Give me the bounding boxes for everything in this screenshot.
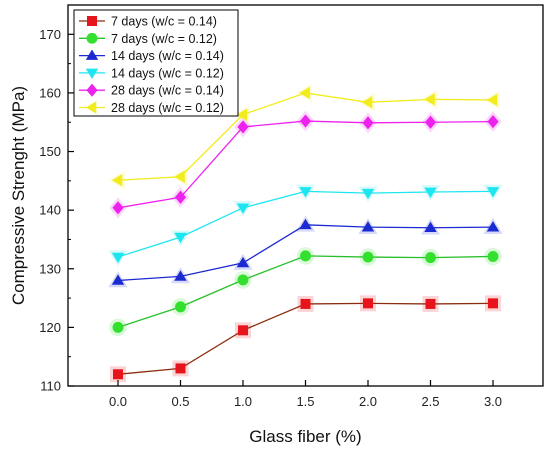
x-tick-label: 3.0 bbox=[484, 394, 502, 409]
legend-marker bbox=[86, 83, 98, 97]
data-point bbox=[487, 115, 499, 129]
data-point bbox=[237, 120, 249, 134]
legend-marker bbox=[87, 15, 98, 26]
legend-marker bbox=[85, 49, 99, 60]
y-tick-label: 130 bbox=[39, 261, 61, 276]
data-point bbox=[299, 187, 312, 198]
data-point bbox=[486, 187, 500, 198]
data-point bbox=[236, 203, 250, 214]
x-axis-title: Glass fiber (%) bbox=[249, 427, 361, 446]
x-tick-label: 1.5 bbox=[296, 394, 314, 409]
legend-label: 7 days (w/c = 0.12) bbox=[111, 32, 217, 46]
data-point bbox=[111, 252, 125, 264]
legend-label: 14 days (w/c = 0.12) bbox=[111, 66, 224, 80]
data-point bbox=[424, 115, 437, 129]
data-point bbox=[300, 250, 311, 262]
data-point bbox=[486, 93, 498, 107]
y-axis-title: Compressive Strenght (MPa) bbox=[9, 86, 28, 305]
data-point bbox=[174, 190, 187, 204]
y-tick-label: 160 bbox=[39, 85, 61, 100]
data-point bbox=[236, 108, 248, 121]
x-tick-label: 2.5 bbox=[421, 394, 439, 409]
data-point bbox=[362, 298, 373, 309]
y-tick-label: 170 bbox=[39, 27, 61, 42]
series-4 bbox=[108, 184, 503, 267]
y-tick-label: 110 bbox=[40, 379, 61, 394]
x-tick-label: 0.0 bbox=[109, 394, 127, 409]
data-point bbox=[236, 256, 250, 268]
data-point bbox=[174, 270, 187, 281]
data-point bbox=[487, 250, 499, 262]
series-2 bbox=[109, 247, 502, 337]
data-point bbox=[361, 188, 375, 200]
series-5 bbox=[109, 110, 502, 219]
legend-box bbox=[73, 9, 239, 117]
x-tick-label: 0.5 bbox=[171, 394, 189, 409]
data-point bbox=[174, 170, 185, 183]
data-point bbox=[425, 252, 436, 264]
data-point bbox=[113, 369, 124, 380]
legend-label: 7 days (w/c = 0.14) bbox=[111, 15, 217, 29]
legend-label: 28 days (w/c = 0.12) bbox=[111, 101, 224, 115]
data-point bbox=[237, 325, 248, 336]
data-point bbox=[175, 363, 186, 374]
legend-marker bbox=[86, 32, 98, 44]
data-point bbox=[299, 114, 312, 128]
data-point bbox=[111, 274, 125, 285]
data-point bbox=[486, 221, 500, 232]
legend-marker bbox=[85, 101, 97, 114]
y-tick-label: 120 bbox=[39, 320, 61, 335]
data-point bbox=[299, 86, 310, 100]
series-3 bbox=[108, 215, 503, 288]
y-tick-label: 150 bbox=[39, 144, 61, 159]
series-line bbox=[117, 255, 494, 329]
y-tick-label: 140 bbox=[39, 203, 61, 218]
data-point bbox=[361, 96, 373, 109]
data-point bbox=[112, 321, 124, 333]
y-axis-ticks: 110 120 130 140 150 160 170 bbox=[39, 27, 74, 394]
legend-label: 28 days (w/c = 0.14) bbox=[111, 84, 224, 98]
data-point bbox=[299, 218, 312, 230]
series-6 bbox=[108, 83, 500, 190]
data-point bbox=[425, 298, 436, 309]
data-point bbox=[487, 298, 498, 309]
series-1 bbox=[110, 295, 501, 383]
legend: 7 days (w/c = 0.14) 7 days (w/c = 0.12) 14… bbox=[73, 9, 239, 117]
data-point bbox=[424, 221, 437, 233]
x-axis-ticks: 0.0 0.5 1.0 1.5 2.0 2.5 3.0 bbox=[109, 380, 502, 409]
data-point bbox=[174, 232, 187, 244]
data-point bbox=[111, 174, 123, 187]
data-point bbox=[175, 301, 186, 313]
data-point bbox=[361, 221, 375, 232]
data-point bbox=[237, 274, 249, 286]
data-point bbox=[362, 116, 374, 130]
legend-label: 14 days (w/c = 0.14) bbox=[111, 49, 224, 63]
series-layer bbox=[108, 83, 503, 383]
data-point bbox=[112, 201, 124, 215]
data-point bbox=[424, 93, 435, 106]
data-point bbox=[424, 187, 437, 199]
x-tick-label: 2.0 bbox=[359, 394, 377, 409]
data-point bbox=[362, 251, 374, 263]
legend-marker bbox=[85, 68, 99, 79]
x-tick-label: 1.0 bbox=[234, 394, 252, 409]
data-point bbox=[300, 298, 311, 309]
